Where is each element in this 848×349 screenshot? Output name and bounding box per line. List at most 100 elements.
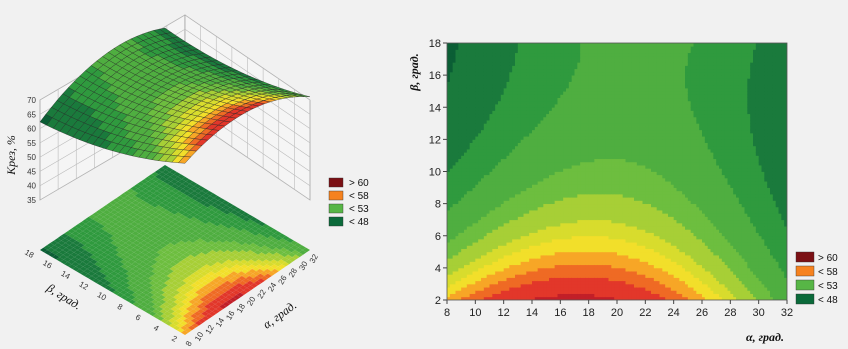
floor-cell	[173, 238, 182, 243]
contour-cell	[506, 158, 510, 163]
floor-cell	[95, 240, 103, 246]
contour-cell	[526, 145, 530, 150]
floor-cell	[130, 283, 138, 288]
contour-cell	[486, 226, 490, 230]
floor-cell	[46, 242, 55, 248]
contour-cell	[486, 190, 490, 195]
contour-cell	[500, 152, 505, 156]
contour-cell	[517, 158, 522, 163]
contour-cell	[523, 59, 527, 63]
contour-cell	[543, 177, 547, 182]
floor-cell	[144, 309, 153, 314]
floor-cell	[43, 245, 51, 250]
contour-cell	[509, 271, 513, 275]
floor-cell	[115, 252, 124, 258]
contour-cell	[506, 139, 510, 143]
contour-cell	[464, 46, 468, 50]
floor-cell	[223, 214, 232, 220]
contour-cell	[534, 280, 539, 285]
floor-cell	[186, 214, 194, 220]
floor-cell	[263, 268, 272, 274]
floor-cell	[151, 273, 160, 279]
floor-cell	[240, 228, 248, 234]
contour-cell	[551, 75, 556, 79]
floor-cell	[129, 207, 137, 213]
floor-cell	[175, 191, 184, 196]
contour-cell	[472, 71, 476, 76]
contour-cell	[551, 264, 556, 269]
contour-cell	[554, 139, 558, 143]
floor-cell	[180, 290, 188, 295]
floor-cell	[78, 252, 86, 258]
floor-cell	[240, 233, 249, 239]
floor-cell	[221, 200, 230, 206]
floor-cell	[126, 245, 134, 250]
contour-cell	[540, 123, 544, 127]
contour-cell	[551, 277, 556, 282]
contour-cell	[478, 229, 482, 233]
contour-cell	[466, 267, 471, 272]
contour-cell	[515, 261, 519, 266]
floor-cell	[121, 202, 129, 208]
contour-cell	[529, 216, 533, 221]
contour-cell	[498, 116, 502, 121]
contour-cell	[532, 139, 536, 143]
floor-cell	[183, 323, 192, 328]
contour-cell	[532, 287, 536, 291]
floor-cell	[104, 285, 112, 291]
contour-cell	[452, 71, 456, 76]
floor-cell	[141, 188, 150, 194]
contour-cell	[481, 261, 485, 266]
floor-cell	[190, 283, 198, 288]
contour-cell	[512, 287, 516, 291]
contour-cell	[481, 94, 485, 99]
contour-cell	[475, 84, 479, 89]
contour-cell	[529, 277, 533, 282]
contour-cell	[461, 251, 465, 256]
contour-cell	[543, 245, 547, 249]
floor-cell	[168, 195, 177, 201]
contour-cell	[549, 161, 553, 166]
contour-cell	[532, 251, 536, 256]
contour-cell	[520, 242, 524, 246]
contour-cell	[447, 248, 451, 253]
contour-cell	[472, 193, 476, 198]
contour-cell	[557, 248, 561, 253]
floor-cell	[221, 226, 229, 232]
contour-cell	[512, 43, 516, 47]
contour-cell	[466, 277, 471, 282]
contour-cell	[515, 242, 519, 246]
contour-cell	[489, 216, 493, 221]
contour-cell	[472, 232, 476, 237]
contour-cell	[543, 280, 547, 285]
contour-cell	[500, 104, 505, 108]
contour-cell	[469, 65, 473, 70]
contour-cell	[498, 132, 502, 137]
contour-cell	[554, 181, 558, 185]
contour-cell	[526, 100, 530, 105]
floor-cell	[114, 207, 122, 213]
floor-cell	[74, 254, 83, 260]
floor-cell	[149, 250, 157, 255]
contour-cell	[517, 110, 522, 115]
contour-cell	[537, 107, 541, 111]
contour-cell	[546, 261, 550, 266]
floor-cell	[184, 266, 193, 272]
contour-cell	[447, 280, 451, 285]
contour-cell	[517, 203, 522, 208]
floor-cell	[125, 209, 134, 215]
contour-cell	[515, 181, 519, 185]
contour-cell	[475, 104, 479, 108]
floor-cell	[236, 231, 245, 236]
contour-cell	[492, 248, 496, 253]
beta-tick-label: 18	[23, 248, 36, 261]
floor-cell	[254, 254, 263, 260]
contour-cell	[483, 255, 488, 259]
floor-cell	[138, 195, 147, 201]
contour-cell	[466, 187, 471, 192]
floor-cell	[63, 257, 72, 262]
contour-cell	[529, 264, 533, 269]
floor-cell	[155, 174, 163, 180]
floor-cell	[243, 252, 251, 258]
floor-cell	[67, 259, 76, 265]
